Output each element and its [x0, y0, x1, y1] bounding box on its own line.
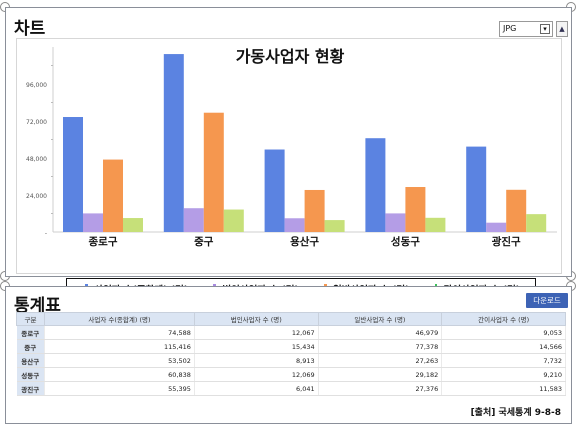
scroll-up-button[interactable]: ▲: [556, 21, 568, 37]
table-cell: 6,041: [194, 381, 319, 396]
bar: [103, 159, 123, 232]
bar: [365, 138, 386, 232]
table-row: 용산구 53,502 8,913 27,263 7,732: [16, 353, 566, 368]
table-cell: 7,732: [441, 353, 566, 368]
bar: [63, 117, 83, 232]
table-cell: 8,913: [194, 353, 319, 368]
table-cell: 27,263: [318, 353, 443, 368]
row-label: 성동구: [16, 367, 45, 382]
bar: [506, 189, 527, 232]
bar: [324, 220, 345, 232]
table-row: 종로구 74,588 12,067 46,979 9,053: [16, 325, 566, 340]
table-cell: 12,069: [194, 367, 319, 382]
column-header: 법인사업자 수 (명): [193, 312, 319, 326]
y-tick-label: 24,000: [26, 193, 47, 200]
column-header: 일반사업자 수 (명): [317, 312, 443, 326]
bar: [284, 218, 305, 232]
x-tick-label: 광진구: [492, 235, 521, 248]
column-header: 사업자 수(종합계) (명): [44, 312, 195, 326]
bar: [123, 218, 143, 232]
bar: [183, 208, 204, 232]
row-label: 광진구: [16, 381, 45, 396]
table-panel-title: 통계표: [14, 296, 61, 316]
table-cell: 77,378: [318, 339, 443, 354]
table-cell: 12,067: [194, 325, 319, 340]
bar: [264, 149, 285, 232]
bar: [83, 213, 103, 232]
table-cell: 53,502: [44, 353, 195, 368]
bar: [405, 187, 426, 232]
table-cell: 15,434: [194, 339, 319, 354]
table-row: 성동구 60,838 12,069 29,182 9,210: [16, 367, 566, 382]
table-header-row: 구분 사업자 수(종합계) (명) 법인사업자 수 (명) 일반사업자 수 (명…: [16, 312, 566, 326]
table-cell: 11,583: [441, 381, 566, 396]
y-tick-label: 72,000: [26, 119, 47, 126]
chart-area: 가동사업자 현황 - 24,000 48,000 72,000 96,000 종로구 중구 용산…: [16, 38, 562, 300]
x-tick-label: 중구: [194, 236, 214, 248]
x-tick-label: 용산구: [290, 235, 319, 248]
bar: [203, 112, 224, 232]
x-tick-label: 성동구: [391, 235, 420, 248]
table-panel: 통계표 다운로드 구분 사업자 수(종합계) (명) 법인사업자 수 (명) 일…: [5, 286, 572, 424]
bar: [425, 217, 446, 232]
table-cell: 60,838: [44, 367, 195, 382]
table-cell: 46,979: [318, 325, 443, 340]
chevron-down-icon: ▾: [540, 24, 550, 34]
column-header: 간이사업자 수 (명): [441, 312, 566, 326]
bar: [385, 213, 406, 232]
chart-panel: 차트 JPG ▾ ▲ 가동사업자 현황 - 24,000 48,000 72,000 96…: [5, 7, 572, 300]
table-cell: 55,395: [44, 381, 195, 396]
x-tick-label: 종로구: [89, 236, 118, 248]
bar: [466, 146, 487, 232]
chart-panel-title: 차트: [14, 19, 46, 39]
row-label: 종로구: [16, 325, 45, 340]
download-button[interactable]: 다운로드: [526, 293, 568, 308]
table-row: 중구 115,416 15,434 77,378 14,566: [16, 339, 566, 354]
table-cell: 9,210: [441, 367, 566, 382]
y-tick-label: 96,000: [26, 82, 47, 89]
source-note: [출처] 국세통계 9-8-8: [470, 408, 561, 418]
bar: [163, 54, 184, 232]
table-cell: 115,416: [44, 339, 195, 354]
column-header: 구분: [16, 312, 45, 326]
row-label: 중구: [16, 339, 45, 354]
bar: [486, 222, 507, 232]
table-cell: 27,376: [318, 381, 443, 396]
table-cell: 74,588: [44, 325, 195, 340]
bar: [526, 214, 547, 232]
table-cell: 14,566: [441, 339, 566, 354]
chart-title: 가동사업자 현황: [236, 47, 345, 66]
bar: [223, 209, 244, 232]
table-cell: 9,053: [441, 325, 566, 340]
table-cell: 29,182: [318, 367, 443, 382]
arrow-up-icon: ▲: [559, 25, 565, 33]
format-select-value: JPG: [503, 24, 517, 33]
row-label: 용산구: [16, 353, 45, 368]
table-row: 광진구 55,395 6,041 27,376 11,583: [16, 381, 566, 396]
bar-chart: 가동사업자 현황 - 24,000 48,000 72,000 96,000 종로구 중구 용산…: [26, 47, 557, 248]
format-select[interactable]: JPG ▾: [499, 21, 553, 37]
stats-table: 구분 사업자 수(종합계) (명) 법인사업자 수 (명) 일반사업자 수 (명…: [16, 312, 566, 396]
y-tick-label: -: [45, 230, 47, 237]
bar: [304, 189, 325, 232]
y-tick-label: 48,000: [26, 156, 47, 163]
